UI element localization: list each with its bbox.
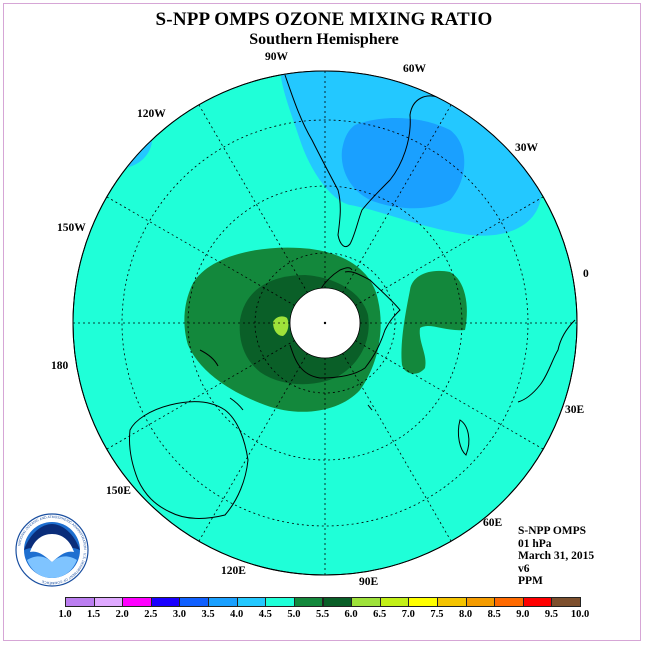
colorbar-label: 5.5 [315,609,330,620]
colorbar-label: 8.5 [487,609,501,620]
colorbar-segment [179,597,210,607]
lon-label-120w: 120W [137,108,166,120]
colorbar-segment [150,597,181,607]
colorbar-label: 1.0 [58,609,72,620]
colorbar-label: 4.0 [230,609,244,620]
colorbar-segment [122,597,152,607]
page-frame [3,3,641,641]
colorbar-segment [293,597,324,607]
colorbar-label: 2.5 [144,609,158,620]
colorbar-label: 6.5 [373,609,387,620]
lon-label-30w: 30W [515,142,538,154]
colorbar-segment [551,597,581,607]
colorbar-segment [465,597,496,607]
meridians [73,71,577,575]
lon-label-60w: 60W [403,63,426,75]
lon-label-0: 0 [583,268,589,280]
colorbar-segment [379,597,410,607]
colorbar-label: 10.0 [570,609,590,620]
colorbar-segment [65,597,95,607]
colorbar-segment [322,597,353,607]
colorbar-label: 6.0 [344,609,358,620]
colorbar-label: 9.0 [516,609,530,620]
lon-label-30e: 30E [565,404,585,416]
colorbar-segment [494,597,524,607]
colorbar-label: 7.5 [430,609,444,620]
info-line-level: 01 hPa [518,537,552,550]
lon-label-180: 180 [51,360,69,372]
colorbar-label: 3.5 [201,609,215,620]
lon-label-90w: 90W [265,51,288,63]
colorbar-label: 3.0 [172,609,186,620]
colorbar-segment [93,597,124,607]
info-line-units: PPM [518,575,543,588]
colorbar-label: 5.0 [287,609,301,620]
colorbar-segment [522,597,553,607]
colorbar-segment [436,597,467,607]
contour-3.5-4.0 [341,118,465,209]
colorbar-label: 9.5 [544,609,558,620]
info-line-date: March 31, 2015 [518,550,595,563]
colorbar-segment [265,597,295,607]
contour-5.0-5.5-east [401,270,467,374]
colorbar-label: 8.0 [458,609,473,620]
lon-label-150e: 150E [106,485,131,497]
colorbar-segment [351,597,381,607]
colorbar-label: 4.5 [258,609,272,620]
lon-label-60e: 60E [483,517,503,529]
colorbar-label: 2.0 [115,609,129,620]
colorbar-label: 7.0 [401,609,415,620]
page-title: S-NPP OMPS OZONE MIXING RATIO [155,9,493,30]
colorbar-segment [208,597,238,607]
lon-label-90e: 90E [359,576,379,588]
pole-marker [323,321,327,325]
info-panel: S-NPP OMPS 01 hPa March 31, 2015 v6 PPM [518,525,594,588]
lon-label-150w: 150W [57,222,86,234]
info-line-version: v6 [518,562,530,575]
page-subtitle: Southern Hemisphere [249,31,399,48]
info-line-product: S-NPP OMPS [518,525,587,537]
contour-6.0-6.5 [273,316,289,336]
lon-label-120e: 120E [221,565,246,577]
colorbar-label: 1.5 [87,609,101,620]
colorbar-segment [408,597,438,607]
colorbar-segment [236,597,267,607]
